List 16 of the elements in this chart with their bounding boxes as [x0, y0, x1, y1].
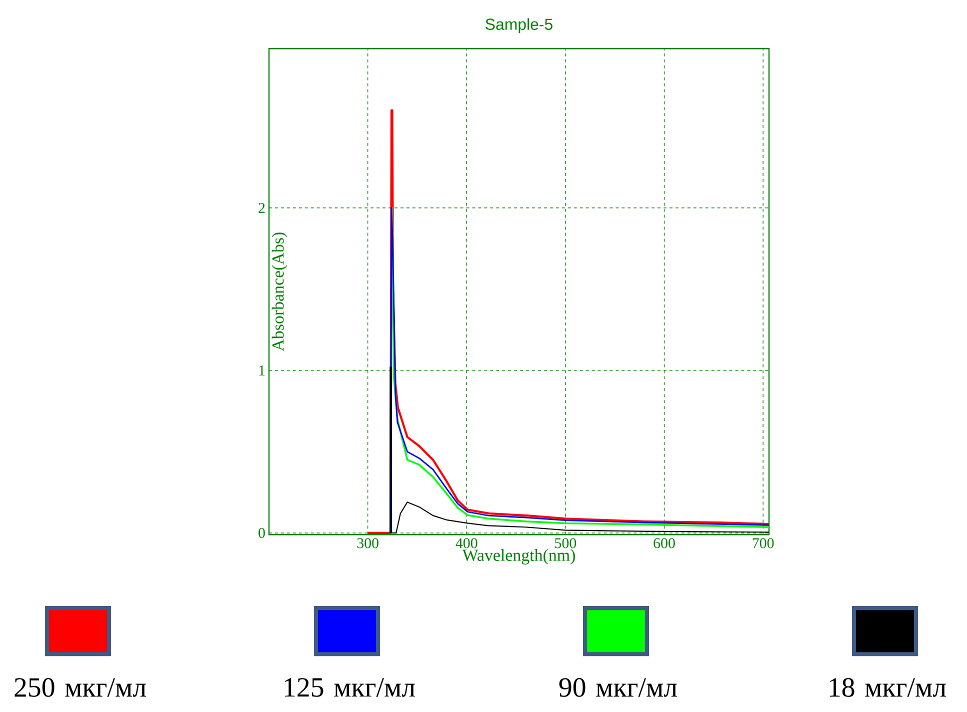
- y-tick-label: 0: [258, 528, 265, 538]
- y-tick-label: 2: [258, 202, 265, 213]
- legend-label: 125 мкг/мл: [284, 678, 415, 697]
- y-tick-label: 1: [259, 366, 265, 376]
- y-axis-title: Absorbance(Abs): [272, 232, 288, 352]
- x-tick-label: 400: [456, 538, 478, 548]
- x-tick-label: 600: [654, 538, 675, 548]
- legend-label: 90 мкг/мл: [559, 678, 677, 697]
- x-tick-label: 300: [357, 538, 378, 548]
- x-axis-title: Wavelength(nm): [462, 549, 575, 564]
- chart-title: Sample-5: [486, 18, 552, 34]
- x-tick-label: 700: [752, 538, 774, 548]
- legend-label: 250 мкг/мл: [14, 678, 146, 697]
- line-series: [390, 366, 770, 534]
- x-tick-label: 500: [555, 538, 576, 548]
- legend-label: 18 мкг/мл: [830, 678, 946, 697]
